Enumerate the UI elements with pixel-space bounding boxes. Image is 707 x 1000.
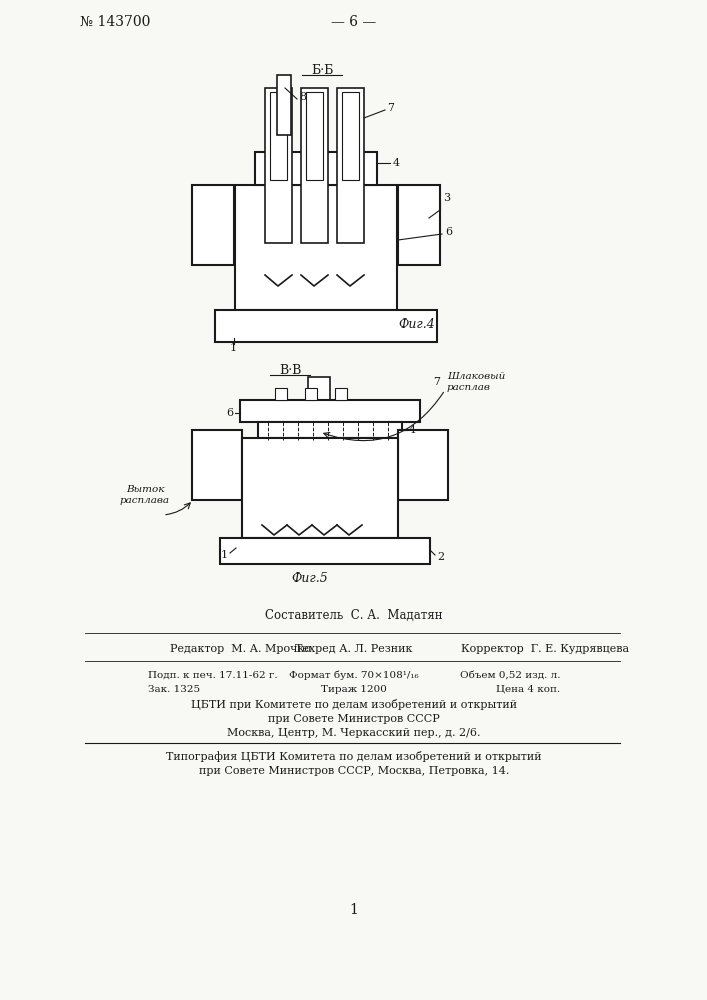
- Bar: [235, 185, 397, 310]
- Text: Подп. к печ. 17.11-62 г.: Подп. к печ. 17.11-62 г.: [148, 670, 278, 680]
- Bar: [215, 310, 437, 342]
- Text: 2: 2: [437, 552, 444, 562]
- Bar: [335, 388, 347, 400]
- Bar: [305, 388, 317, 400]
- Bar: [246, 455, 394, 533]
- Bar: [398, 185, 440, 265]
- Bar: [265, 88, 292, 243]
- Text: Москва, Центр, М. Черкасский пер., д. 2/6.: Москва, Центр, М. Черкасский пер., д. 2/…: [227, 728, 481, 738]
- Bar: [255, 152, 377, 185]
- Text: Типография ЦБТИ Комитета по делам изобретений и открытий: Типография ЦБТИ Комитета по делам изобре…: [166, 752, 542, 762]
- Bar: [220, 538, 430, 564]
- Text: Тираж 1200: Тираж 1200: [321, 684, 387, 694]
- Text: Зак. 1325: Зак. 1325: [148, 684, 200, 694]
- Text: Выток
расплава: Выток расплава: [120, 485, 170, 505]
- Bar: [342, 92, 359, 180]
- Text: 6: 6: [226, 408, 233, 418]
- Text: Объем 0,52 изд. л.: Объем 0,52 изд. л.: [460, 670, 560, 680]
- Bar: [238, 235, 394, 305]
- Text: — 6 —: — 6 —: [332, 15, 377, 29]
- Text: Составитель  С. А.  Мадатян: Составитель С. А. Мадатян: [265, 608, 443, 621]
- Text: В·В: В·В: [279, 363, 301, 376]
- Bar: [337, 88, 364, 243]
- Text: 4: 4: [393, 158, 400, 168]
- Text: Корректор  Г. Е. Кудрявцева: Корректор Г. Е. Кудрявцева: [461, 644, 629, 654]
- Bar: [308, 377, 330, 407]
- Bar: [242, 438, 398, 538]
- Text: 3: 3: [443, 193, 450, 203]
- Text: 1: 1: [230, 343, 237, 353]
- Text: 1: 1: [221, 550, 228, 560]
- Bar: [270, 92, 287, 180]
- Text: Фиг.5: Фиг.5: [291, 572, 328, 584]
- Text: Техред А. Л. Резник: Техред А. Л. Резник: [296, 644, 413, 654]
- Text: Редактор  М. А. Мрочко: Редактор М. А. Мрочко: [170, 644, 311, 654]
- Text: 4: 4: [409, 425, 416, 435]
- Text: 1: 1: [349, 903, 358, 917]
- Bar: [301, 88, 328, 243]
- Text: Цена 4 коп.: Цена 4 коп.: [496, 684, 560, 694]
- Bar: [277, 75, 291, 135]
- Bar: [192, 430, 242, 500]
- Text: 8: 8: [299, 92, 306, 102]
- Text: 6: 6: [445, 227, 452, 237]
- Bar: [240, 400, 420, 422]
- Bar: [275, 388, 287, 400]
- Text: Формат бум. 70×108¹/₁₆: Формат бум. 70×108¹/₁₆: [289, 670, 419, 680]
- Text: Шлаковый
расплав: Шлаковый расплав: [447, 372, 506, 392]
- Text: № 143700: № 143700: [80, 15, 151, 29]
- Text: ЦБТИ при Комитете по делам изобретений и открытий: ЦБТИ при Комитете по делам изобретений и…: [191, 700, 517, 710]
- Text: при Совете Министров СССР, Москва, Петровка, 14.: при Совете Министров СССР, Москва, Петро…: [199, 766, 509, 776]
- Bar: [398, 430, 448, 500]
- Bar: [306, 92, 323, 180]
- Text: Б·Б: Б·Б: [311, 64, 333, 77]
- Bar: [258, 422, 402, 438]
- Bar: [192, 185, 234, 265]
- Text: 7: 7: [387, 103, 394, 113]
- Text: при Совете Министров СССР: при Совете Министров СССР: [268, 714, 440, 724]
- Text: 7: 7: [433, 377, 440, 387]
- Text: Фиг.4: Фиг.4: [398, 318, 435, 332]
